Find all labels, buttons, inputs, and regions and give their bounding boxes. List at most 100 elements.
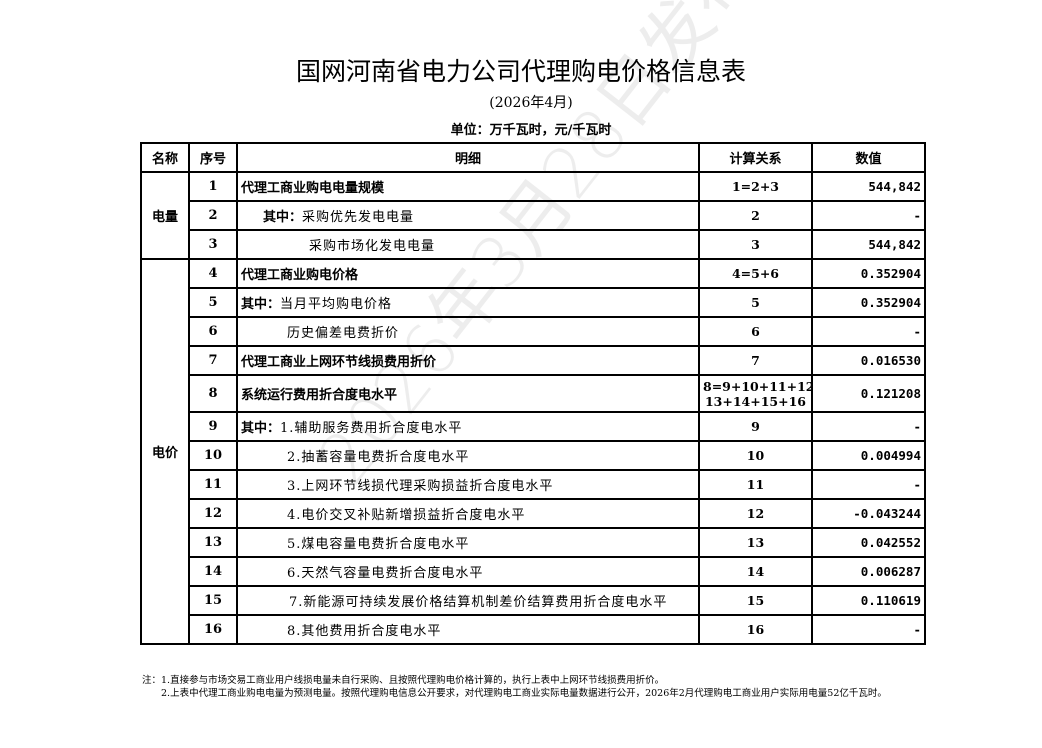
row-number: 11 <box>188 469 238 500</box>
detail-text: 4.电价交叉补贴新增损益折合度电水平 <box>287 508 526 523</box>
value-cell: 0.042552 <box>811 527 926 558</box>
relation-cell: 9 <box>698 411 813 442</box>
detail-cell: 其中：采购优先发电电量 <box>236 200 700 231</box>
relation-cell: 7 <box>698 345 813 376</box>
price-table: 名称 序号 明细 计算关系 数值 电量 1 代理工商业购电电量规模 1=2+3 544,… <box>140 142 926 645</box>
detail-text: 7.新能源可持续发展价格结算机制差价结算费用折合度电水平 <box>289 595 668 610</box>
row-number: 4 <box>188 258 238 289</box>
value-cell: - <box>811 614 926 645</box>
detail-text: 2.抽蓄容量电费折合度电水平 <box>287 450 470 465</box>
relation-cell: 14 <box>698 556 813 587</box>
detail-text: 代理工商业购电价格 <box>241 268 359 283</box>
detail-cell: 历史偏差电费折价 <box>236 316 700 347</box>
value-cell: - <box>811 200 926 231</box>
detail-cell: 5.煤电容量电费折合度电水平 <box>236 527 700 558</box>
relation-cell: 6 <box>698 316 813 347</box>
detail-cell: 3.上网环节线损代理采购损益折合度电水平 <box>236 469 700 500</box>
header-relation: 计算关系 <box>698 142 813 173</box>
value-cell: 0.016530 <box>811 345 926 376</box>
note-1: 注：1.直接参与市场交易工商业用户线损电量未自行采购、且按照代理购电价格计算的，… <box>142 675 665 686</box>
row-number: 15 <box>188 585 238 616</box>
value-cell: 544,842 <box>811 171 926 202</box>
row-number: 7 <box>188 345 238 376</box>
table-row: 电量 1 代理工商业购电电量规模 1=2+3 544,842 <box>140 171 926 260</box>
table-row: 7 代理工商业上网环节线损费用折价 7 0.016530 <box>141 345 926 376</box>
table-row: 电价 4 代理工商业购电价格 4=5+6 0.352904 <box>140 258 926 645</box>
detail-text: 8.其他费用折合度电水平 <box>287 624 442 639</box>
detail-text: 系统运行费用折合度电水平 <box>241 388 398 403</box>
detail-text: 3.上网环节线损代理采购损益折合度电水平 <box>287 479 554 494</box>
detail-prefix: 其中： <box>241 297 281 312</box>
relation-cell: 5 <box>698 287 813 318</box>
relation-cell: 10 <box>698 440 813 471</box>
table-row: 16 8.其他费用折合度电水平 16- <box>141 614 926 645</box>
table-row: 5 其中：当月平均购电价格 5 0.352904 <box>141 287 926 318</box>
table-row: 13 5.煤电容量电费折合度电水平 13 0.042552 <box>141 527 926 558</box>
value-cell: 0.352904 <box>811 287 926 318</box>
table-row: 2 其中：采购优先发电电量 2- <box>141 200 926 231</box>
detail-text: 当月平均购电价格 <box>280 297 393 312</box>
header-row: 名称 序号 明细 计算关系 数值 <box>140 142 926 173</box>
relation-cell: 3 <box>698 229 813 260</box>
detail-cell: 代理工商业购电价格 <box>236 258 700 289</box>
detail-cell: 采购市场化发电电量 <box>236 229 700 260</box>
relation-cell: 8=9+10+11+12+13+14+15+16 <box>698 374 813 413</box>
category-cell: 电量 <box>140 171 190 260</box>
value-cell: 544,842 <box>811 229 926 260</box>
row-number: 10 <box>188 440 238 471</box>
table-row: 9 其中：1.辅助服务费用折合度电水平 9- <box>141 411 926 442</box>
row-number: 13 <box>188 527 238 558</box>
header-detail: 明细 <box>236 142 700 173</box>
row-number: 1 <box>188 171 238 202</box>
row-number: 3 <box>188 229 238 260</box>
table-row: 3 采购市场化发电电量 3 544,842 <box>141 229 926 260</box>
relation-cell: 15 <box>698 585 813 616</box>
category-cell: 电价 <box>140 258 190 645</box>
header-value: 数值 <box>811 142 926 173</box>
detail-cell: 2.抽蓄容量电费折合度电水平 <box>236 440 700 471</box>
relation-cell: 4=5+6 <box>698 258 813 289</box>
detail-text: 代理工商业上网环节线损费用折价 <box>241 355 437 370</box>
row-number: 14 <box>188 556 238 587</box>
row-number: 16 <box>188 614 238 645</box>
detail-text: 1.辅助服务费用折合度电水平 <box>280 421 463 436</box>
detail-cell: 4.电价交叉补贴新增损益折合度电水平 <box>236 498 700 529</box>
table-row: 12 4.电价交叉补贴新增损益折合度电水平 12 -0.043244 <box>141 498 926 529</box>
row-number: 12 <box>188 498 238 529</box>
detail-cell: 其中：1.辅助服务费用折合度电水平 <box>236 411 700 442</box>
value-cell: 0.352904 <box>811 258 926 289</box>
value-cell: - <box>811 411 926 442</box>
notes: 注：1.直接参与市场交易工商业用户线损电量未自行采购、且按照代理购电价格计算的，… <box>142 674 922 700</box>
detail-cell: 系统运行费用折合度电水平 <box>236 374 700 413</box>
detail-text: 5.煤电容量电费折合度电水平 <box>287 537 470 552</box>
relation-cell: 13 <box>698 527 813 558</box>
unit-label: 单位：万千瓦时，元/千瓦时 <box>450 123 612 138</box>
value-cell: 0.006287 <box>811 556 926 587</box>
table-row: 15 7.新能源可持续发展价格结算机制差价结算费用折合度电水平 15 0.110619 <box>141 585 926 616</box>
detail-cell: 6.天然气容量电费折合度电水平 <box>236 556 700 587</box>
detail-text: 采购市场化发电电量 <box>309 239 436 254</box>
detail-cell: 代理工商业购电电量规模 <box>236 171 700 202</box>
value-cell: - <box>811 469 926 500</box>
table-row: 6 历史偏差电费折价 6- <box>141 316 926 347</box>
detail-cell: 7.新能源可持续发展价格结算机制差价结算费用折合度电水平 <box>236 585 700 616</box>
detail-text: 历史偏差电费折价 <box>287 326 400 341</box>
value-cell: 0.121208 <box>811 374 926 413</box>
header-no: 序号 <box>188 142 238 173</box>
page-title: 国网河南省电力公司代理购电价格信息表 <box>295 57 746 86</box>
detail-text: 采购优先发电电量 <box>302 210 415 225</box>
detail-cell: 其中：当月平均购电价格 <box>236 287 700 318</box>
relation-cell: 2 <box>698 200 813 231</box>
value-cell: - <box>811 316 926 347</box>
value-cell: -0.043244 <box>811 498 926 529</box>
detail-text: 代理工商业购电电量规模 <box>241 181 385 196</box>
relation-cell: 11 <box>698 469 813 500</box>
relation-cell: 16 <box>698 614 813 645</box>
relation-cell: 1=2+3 <box>698 171 813 202</box>
detail-cell: 代理工商业上网环节线损费用折价 <box>236 345 700 376</box>
row-number: 5 <box>188 287 238 318</box>
detail-text: 6.天然气容量电费折合度电水平 <box>287 566 484 581</box>
value-cell: 0.110619 <box>811 585 926 616</box>
value-cell: 0.004994 <box>811 440 926 471</box>
